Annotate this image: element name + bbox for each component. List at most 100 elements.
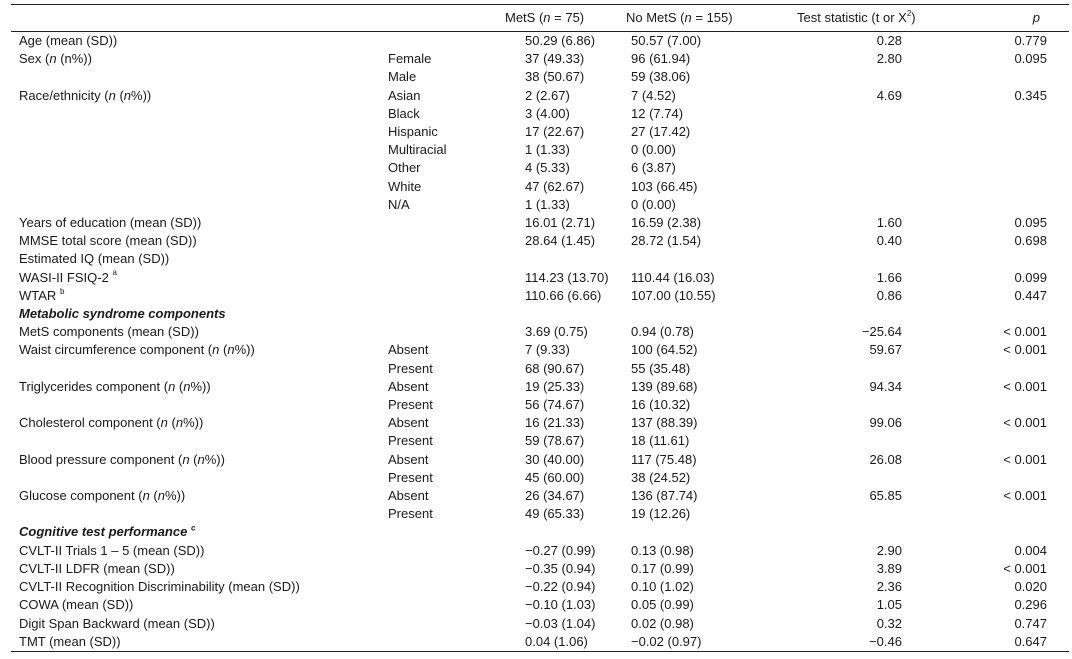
table-row: MMSE total score (mean (SD)) 28.64 (1.45)… xyxy=(11,232,1069,250)
table-row: WASI-II FSIQ-2 a 114.23 (13.70) 110.44 (16… xyxy=(11,269,1069,287)
table-row: CVLT-II LDFR (mean (SD)) −0.35 (0.94) 0.17… xyxy=(11,560,1069,578)
p-value: < 0.001 xyxy=(1003,488,1047,504)
test-statistic: 99.06 xyxy=(869,415,902,431)
test-statistic: 0.86 xyxy=(876,287,902,303)
row-sublabel: Present xyxy=(388,506,433,522)
row-label: Sex (n (n%)) xyxy=(19,51,92,67)
header-no-mets: No MetS (n = 155) xyxy=(623,4,794,32)
p-value: 0.698 xyxy=(1014,233,1047,249)
row-label: Waist circumference component (n (n%)) xyxy=(19,342,255,358)
header-blank xyxy=(388,4,493,32)
mets-value: 2 (2.67) xyxy=(525,87,570,103)
no-mets-value: 7 (4.52) xyxy=(631,87,676,103)
no-mets-value: 117 (75.48) xyxy=(631,451,697,467)
header-test-statistic: Test statistic (t or X2) xyxy=(794,4,966,32)
p-value: < 0.001 xyxy=(1003,378,1047,394)
row-label: MetS components (mean (SD)) xyxy=(19,324,199,340)
test-statistic: 26.08 xyxy=(869,451,902,467)
table-row: N/A 1 (1.33) 0 (0.00) xyxy=(11,196,1069,214)
p-value: < 0.001 xyxy=(1003,560,1047,576)
row-sublabel: Present xyxy=(388,397,433,413)
mets-value: 1 (1.33) xyxy=(525,196,570,212)
no-mets-value: 6 (3.87) xyxy=(631,160,676,176)
mets-value: 45 (60.00) xyxy=(525,469,585,485)
no-mets-value: 18 (11.61) xyxy=(631,433,690,449)
mets-value: −0.03 (1.04) xyxy=(525,615,596,631)
no-mets-value: 55 (35.48) xyxy=(631,360,691,376)
row-sublabel: Absent xyxy=(388,415,429,431)
mets-value: 4 (5.33) xyxy=(525,160,570,176)
no-mets-value: 0.17 (0.99) xyxy=(631,560,694,576)
table-row: Blood pressure component (n (n%)) Absent 3… xyxy=(11,451,1069,469)
test-statistic: 65.85 xyxy=(869,488,902,504)
footnote-mark: c xyxy=(190,524,196,534)
table-row: Hispanic 17 (22.67) 27 (17.42) xyxy=(11,123,1069,141)
row-label: Glucose component (n (n%)) xyxy=(19,488,186,504)
row-sublabel: Black xyxy=(388,105,420,121)
p-value: 0.095 xyxy=(1014,215,1047,231)
row-sublabel: Other xyxy=(388,160,421,176)
test-statistic: 0.28 xyxy=(876,33,902,48)
no-mets-value: 27 (17.42) xyxy=(631,124,691,140)
mets-value: 3.69 (0.75) xyxy=(525,324,588,340)
test-statistic: 3.89 xyxy=(876,560,902,576)
mets-value: 49 (65.33) xyxy=(525,506,585,522)
mets-value: 17 (22.67) xyxy=(525,124,585,140)
row-label: CVLT-II Recognition Discriminability (me… xyxy=(19,579,300,595)
row-sublabel: White xyxy=(388,178,422,194)
test-statistic: 2.90 xyxy=(876,542,902,558)
no-mets-value: 0.13 (0.98) xyxy=(631,542,694,558)
mets-value: 26 (34.67) xyxy=(525,488,585,504)
table-row: Race/ethnicity (n (n%)) Asian 2 (2.67) 7 (4… xyxy=(11,87,1069,105)
header-p-value: p xyxy=(966,4,1069,32)
test-statistic: 59.67 xyxy=(869,342,902,358)
header-mets: MetS (n = 75) xyxy=(493,4,623,32)
section-row: Metabolic syndrome components xyxy=(11,305,1069,323)
test-statistic: −0.46 xyxy=(794,632,966,652)
no-mets-value: 59 (38.06) xyxy=(631,69,691,85)
no-mets-value: 0.94 (0.78) xyxy=(631,324,694,340)
mets-value: −0.10 (1.03) xyxy=(525,597,596,613)
no-mets-value: 28.72 (1.54) xyxy=(631,233,702,249)
no-mets-value: 100 (64.52) xyxy=(631,342,698,358)
p-value: < 0.001 xyxy=(1003,415,1047,431)
row-label: WTAR b xyxy=(19,286,65,303)
row-sublabel: N/A xyxy=(388,196,410,212)
row-label: Years of education (mean (SD)) xyxy=(19,215,202,231)
test-statistic: 94.34 xyxy=(869,378,902,394)
mets-value: 59 (78.67) xyxy=(525,433,585,449)
row-sublabel: Absent xyxy=(388,378,429,394)
row-label: WASI-II FSIQ-2 a xyxy=(19,268,117,285)
table-row: Estimated IQ (mean (SD)) xyxy=(11,250,1069,268)
table-row: MetS components (mean (SD)) 3.69 (0.75) 0.… xyxy=(11,323,1069,341)
p-value: 0.779 xyxy=(1014,33,1047,48)
table-row: Years of education (mean (SD)) 16.01 (2.7… xyxy=(11,214,1069,232)
table-row: CVLT-II Trials 1 – 5 (mean (SD)) −0.27 (0… xyxy=(11,542,1069,560)
section-heading: Metabolic syndrome components xyxy=(19,306,226,322)
no-mets-value: 103 (66.45) xyxy=(631,178,698,194)
test-statistic: 2.36 xyxy=(876,579,902,595)
table-body: Age (mean (SD)) 50.29 (6.86) 50.57 (7.00) 0… xyxy=(11,32,1069,652)
results-table: MetS (n = 75) No MetS (n = 155) Test sta… xyxy=(11,4,1069,652)
test-statistic: 0.32 xyxy=(876,615,902,631)
test-statistic: 2.80 xyxy=(876,51,902,67)
no-mets-value: 0.10 (1.02) xyxy=(631,579,694,595)
mets-value: 47 (62.67) xyxy=(525,178,585,194)
mets-value: 0.04 (1.06) xyxy=(493,632,623,652)
table-row: Present 68 (90.67) 55 (35.48) xyxy=(11,360,1069,378)
row-sublabel: Female xyxy=(388,51,432,67)
row-sublabel: Male xyxy=(388,69,417,85)
row-sublabel: Present xyxy=(388,433,433,449)
no-mets-value: 96 (61.94) xyxy=(631,51,691,67)
row-label: Estimated IQ (mean (SD)) xyxy=(19,251,170,267)
table-row: Glucose component (n (n%)) Absent 26 (34.6… xyxy=(11,487,1069,505)
row-label: Race/ethnicity (n (n%)) xyxy=(19,87,152,103)
table-row: Other 4 (5.33) 6 (3.87) xyxy=(11,159,1069,177)
row-label: Digit Span Backward (mean (SD)) xyxy=(19,615,215,631)
mets-value: 16 (21.33) xyxy=(525,415,585,431)
row-label: Blood pressure component (n (n%)) xyxy=(19,451,225,467)
row-label: TMT (mean (SD)) xyxy=(11,632,388,652)
mets-value: 16.01 (2.71) xyxy=(525,215,596,231)
table-row: WTAR b 110.66 (6.66) 107.00 (10.55) 0.86 0.4… xyxy=(11,287,1069,305)
row-sublabel: Absent xyxy=(388,342,429,358)
